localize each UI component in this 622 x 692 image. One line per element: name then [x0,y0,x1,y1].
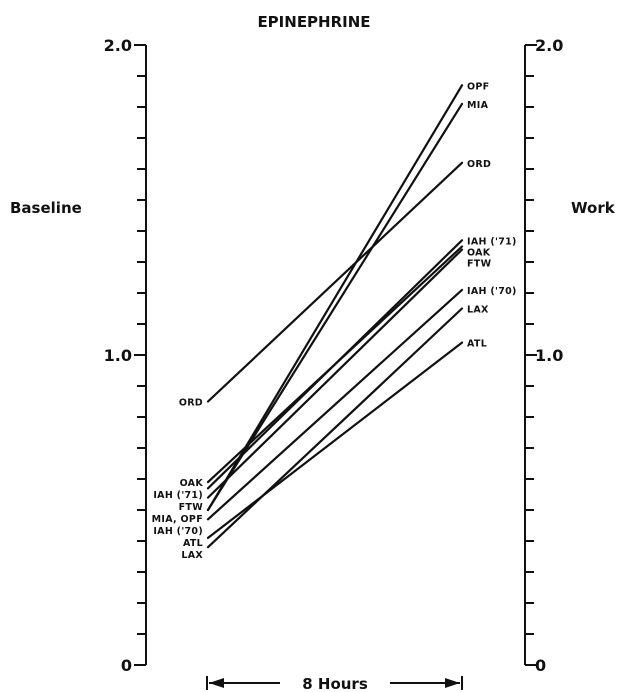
left-series-label: IAH ('71) [153,490,203,501]
right-tick-label: 1.0 [535,346,563,365]
duration-left-arrow-icon [209,678,224,688]
tick-marks [134,44,537,666]
left-series-label: FTW [179,502,204,513]
left-series-label: LAX [181,550,203,561]
right-tick-label: 0 [535,656,546,675]
series-line-ord [206,161,464,403]
left-series-label: ORD [179,398,203,409]
tick-labels: 0 0 1.0 1.0 2.0 2.0 [104,36,564,675]
left-series-label: IAH ('70) [153,526,203,537]
right-series-label: OAK [467,247,491,258]
left-series-label: OAK [180,478,204,489]
left-axis-label: Baseline [10,199,82,217]
left-series-label: ATL [183,538,203,549]
right-series-label: FTW [467,258,492,269]
right-series-label: ORD [467,159,491,170]
left-tick-label: 0 [121,656,132,675]
series-line-opf [206,84,464,512]
left-tick-label: 2.0 [104,36,132,55]
right-series-label: IAH ('71) [467,236,517,247]
series-line-lax [206,307,464,549]
right-series-label: LAX [467,305,489,316]
right-series-label: IAH ('70) [467,286,517,297]
left-tick-label: 1.0 [104,346,132,365]
series-line-mia [206,102,464,512]
right-series-label: MIA [467,100,489,111]
series-line-iah-70 [206,288,464,521]
series-line-oak [206,245,464,484]
duration-bracket: 8 Hours [206,675,463,692]
series-line-ftw [206,248,464,499]
right-tick-label: 2.0 [535,36,563,55]
right-axis-label: Work [571,199,616,217]
duration-label: 8 Hours [302,675,368,692]
chart-title: EPINEPHRINE [257,13,370,31]
duration-right-arrow-icon [445,678,460,688]
series-line-atl [206,341,464,540]
right-series-label: ATL [467,339,487,350]
right-series-label: OPF [467,81,489,92]
left-series-label: MIA, OPF [152,514,203,525]
series-lines [206,84,464,549]
